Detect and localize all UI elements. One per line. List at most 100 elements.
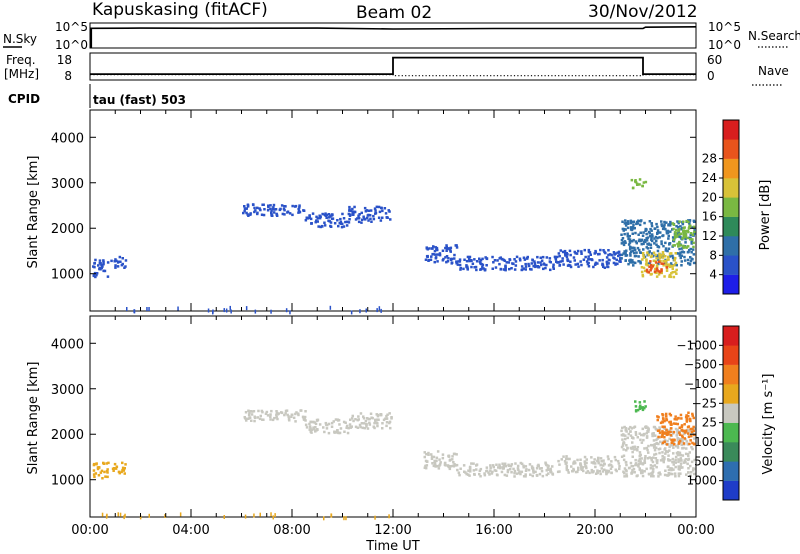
power-cell (269, 204, 272, 207)
power-cell (115, 259, 118, 263)
velocity-cell (661, 414, 665, 417)
power-cell (641, 252, 645, 255)
power-cell (459, 266, 462, 270)
power-cell (542, 262, 546, 265)
velocity-cell (634, 400, 637, 403)
power-cell (445, 244, 448, 247)
velocity-cell (639, 453, 642, 457)
power-cell (557, 252, 561, 255)
velocity-cell (585, 466, 588, 470)
velocity-cell (620, 445, 624, 449)
power-cell (678, 252, 682, 256)
power-cell (645, 261, 648, 265)
velocity-cell (312, 427, 316, 431)
power-cell (542, 267, 545, 271)
power-data (92, 178, 696, 315)
power-cell (298, 206, 301, 209)
power-cell (380, 308, 382, 313)
power-cell (686, 245, 690, 248)
velocity-cell (323, 516, 325, 521)
power-cell (445, 247, 449, 250)
velocity-cell (596, 469, 599, 472)
velocity-cell (510, 471, 513, 474)
velocity-cell (634, 462, 638, 465)
freq-line-0 (90, 56, 696, 75)
power-cell (146, 307, 148, 311)
power-cell (272, 203, 276, 207)
power-cell (622, 252, 625, 255)
velocity-cell (522, 475, 526, 478)
power-cell (369, 209, 373, 212)
velocity-cell (673, 417, 676, 421)
velocity-cell (119, 512, 122, 517)
power-cell (655, 271, 658, 275)
velocity-cell (686, 442, 689, 446)
velocity-cell (284, 409, 288, 413)
velocity-cell (680, 424, 684, 427)
power-cell (527, 262, 530, 266)
power-cell (627, 237, 630, 240)
power-cell (646, 251, 649, 254)
velocity-cell (627, 466, 631, 470)
velocity-cell (650, 458, 653, 462)
velocity-cell (121, 461, 124, 465)
velocity-cell (498, 463, 501, 466)
power-cell (449, 258, 453, 262)
velocity-cell (614, 468, 617, 471)
velocity-cell (503, 473, 507, 477)
velocity-cell (607, 464, 611, 467)
velocity-cell (670, 423, 673, 426)
power-cell (608, 253, 612, 256)
power-cell (638, 183, 641, 186)
velocity-cell (621, 426, 624, 430)
power-cell (675, 268, 678, 272)
power-cell (271, 214, 274, 217)
power-cell (691, 233, 695, 236)
power-cell (283, 213, 286, 216)
power-cell (103, 269, 107, 273)
power-cell (492, 261, 495, 264)
power-cell (675, 234, 679, 237)
power-cell (690, 232, 693, 235)
power-cell (445, 245, 448, 249)
power-cell (642, 231, 645, 234)
power-cell (634, 240, 638, 243)
velocity-cell (616, 459, 620, 463)
velocity-cell (674, 427, 678, 431)
velocity-cell (663, 456, 666, 459)
velocity-cell (685, 418, 688, 422)
velocity-cell (549, 467, 552, 471)
power-cell (690, 242, 693, 245)
velocity-cell (650, 443, 653, 447)
velocity-cell (338, 431, 342, 435)
velocity-cell (669, 430, 672, 434)
velocity-cell (565, 455, 568, 458)
velocity-colorbar-segment (723, 403, 739, 423)
velocity-cell (585, 458, 588, 461)
power-cell (323, 224, 327, 227)
power-cell (629, 252, 632, 255)
velocity-cell (678, 453, 682, 457)
velocity-cell (377, 418, 380, 421)
velocity-cell (269, 413, 272, 416)
velocity-cell (560, 458, 563, 461)
velocity-cell (528, 463, 532, 466)
power-cell (644, 240, 647, 244)
velocity-cell (290, 415, 293, 418)
power-cell (340, 225, 344, 229)
velocity-cell (641, 427, 644, 431)
power-cell (106, 275, 110, 278)
velocity-cell (664, 412, 668, 416)
power-cell (311, 212, 315, 215)
velocity-cell (655, 461, 659, 465)
velocity-cell (642, 438, 645, 442)
noise-left-tick-top: 10^5 (55, 20, 88, 34)
velocity-cell (381, 422, 384, 425)
power-cell (622, 243, 626, 247)
velocity-cell (337, 431, 340, 435)
velocity-cell (638, 405, 642, 409)
time-tick-label: 00:00 (677, 523, 714, 538)
velocity-cell (686, 453, 690, 456)
velocity-cell (497, 466, 500, 469)
velocity-cell (672, 468, 675, 471)
